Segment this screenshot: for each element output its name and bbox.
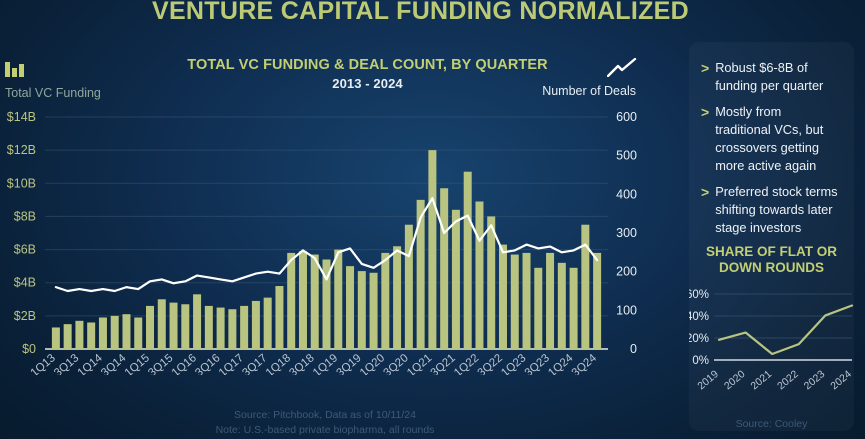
svg-text:$4B: $4B <box>14 276 36 290</box>
svg-text:100: 100 <box>616 303 637 317</box>
svg-text:$0: $0 <box>22 342 36 356</box>
svg-text:$14B: $14B <box>7 110 36 124</box>
svg-text:300: 300 <box>616 226 637 240</box>
svg-text:600: 600 <box>616 110 637 124</box>
svg-text:200: 200 <box>616 265 637 279</box>
svg-text:3Q24: 3Q24 <box>570 352 600 375</box>
svg-text:500: 500 <box>616 149 637 163</box>
svg-text:0: 0 <box>630 342 637 356</box>
svg-text:$6B: $6B <box>14 243 36 257</box>
svg-text:400: 400 <box>616 187 637 201</box>
svg-text:$12B: $12B <box>7 143 36 157</box>
svg-text:$8B: $8B <box>14 209 36 223</box>
svg-text:$2B: $2B <box>14 309 36 323</box>
svg-text:$10B: $10B <box>7 176 36 190</box>
